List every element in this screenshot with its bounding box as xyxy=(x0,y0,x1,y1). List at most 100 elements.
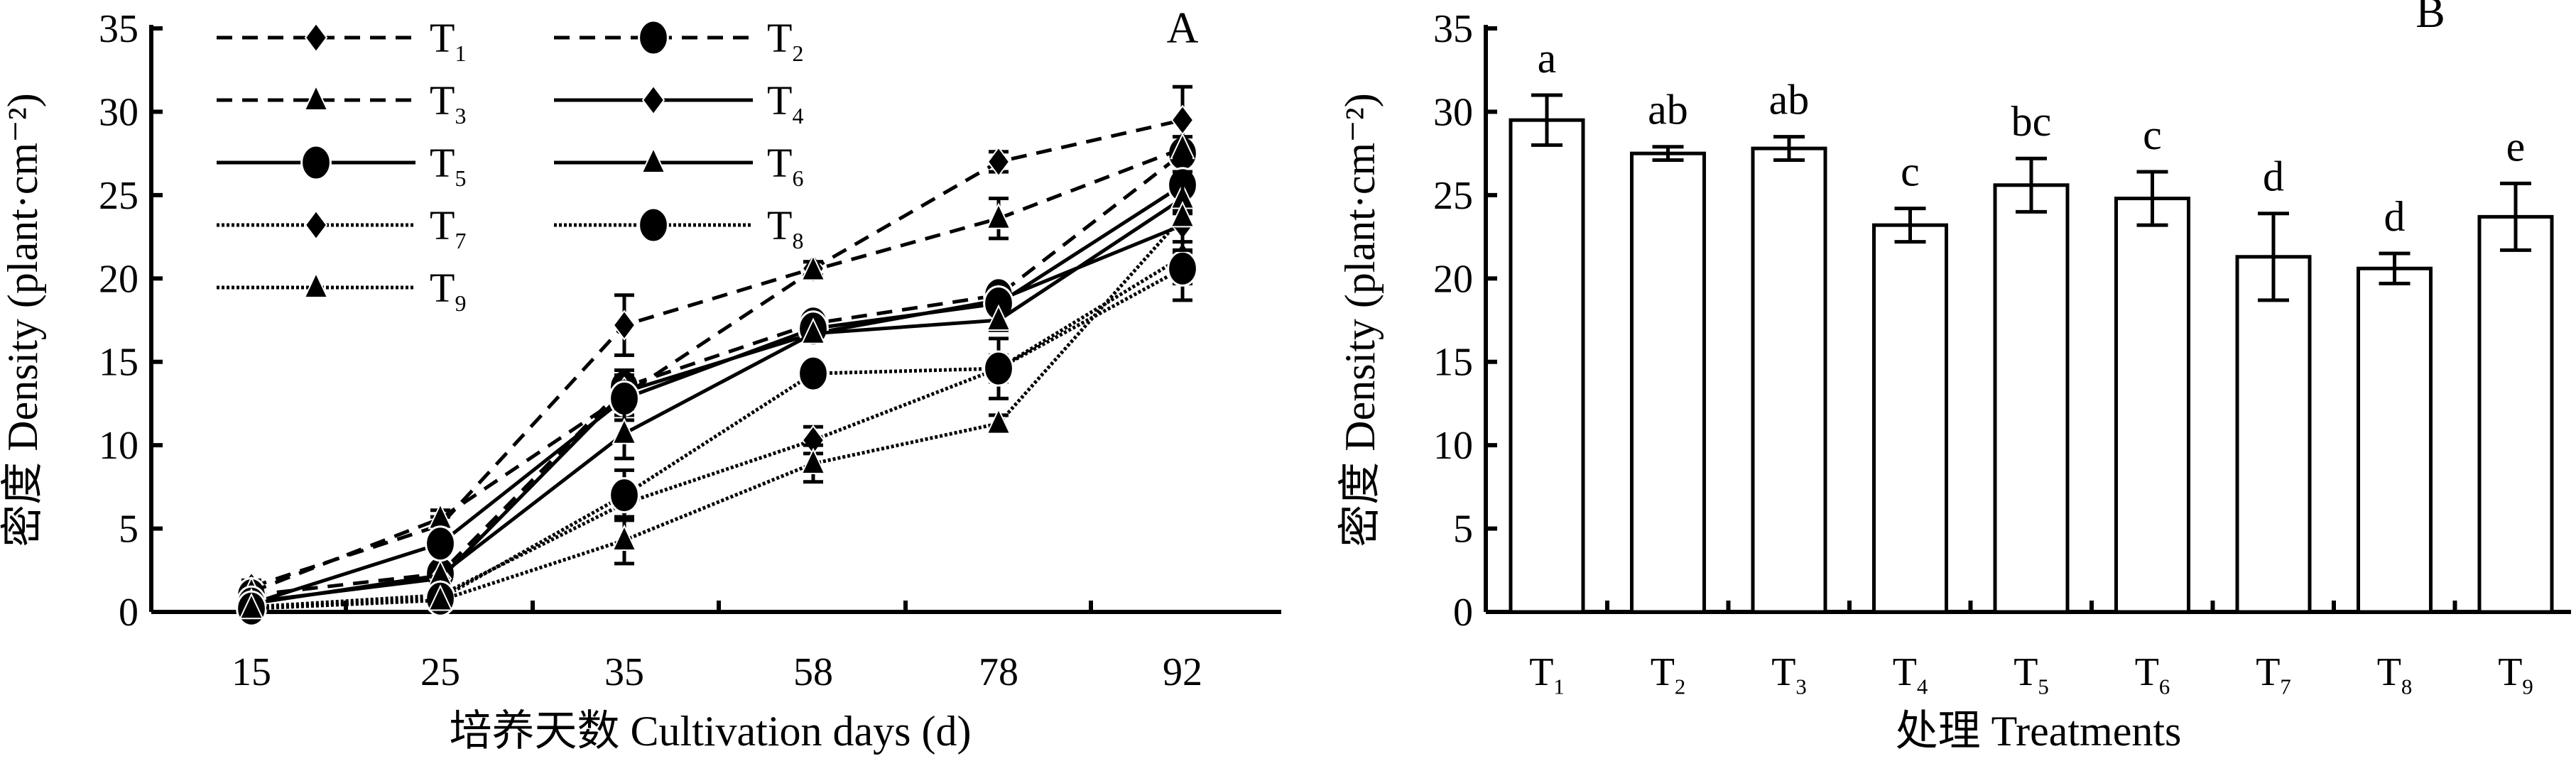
series-T6 xyxy=(239,170,1195,615)
significance-letter: c xyxy=(1901,148,1920,195)
legend-item-T9: T9 xyxy=(217,265,466,316)
circle-marker xyxy=(609,477,640,514)
series-line xyxy=(251,146,1183,594)
circle-marker xyxy=(1167,250,1198,287)
legend-label: T2 xyxy=(767,15,803,66)
panel-b-y-tick-label: 20 xyxy=(1433,257,1473,301)
triangle-marker xyxy=(800,254,826,281)
circle-marker xyxy=(425,525,456,562)
panel-a-x-tick-label: 35 xyxy=(604,650,644,694)
panel-a-y-tick-label: 10 xyxy=(99,424,138,468)
panel-b-x-tick-label: T9 xyxy=(2498,650,2533,699)
panel-b-x-tick-label: T8 xyxy=(2377,650,2413,699)
series-line xyxy=(251,183,1184,606)
bar-T1 xyxy=(1509,118,1585,614)
triangle-marker xyxy=(303,271,329,298)
panel-b-x-axis-title: 处理 Treatments xyxy=(1896,708,2182,755)
panel-b-label: B xyxy=(2415,0,2445,37)
legend-label: T6 xyxy=(767,140,803,191)
legend-label: T4 xyxy=(767,77,803,128)
bar-T8 xyxy=(2357,266,2433,614)
triangle-marker xyxy=(986,304,1011,331)
panel-b-x-tick-label: T6 xyxy=(2135,650,2170,699)
panel-b-y-tick-label: 35 xyxy=(1433,7,1473,51)
series-line xyxy=(251,118,1183,589)
series-T5 xyxy=(236,156,1198,622)
circle-marker xyxy=(638,19,669,56)
panel-b-y-tick-label: 5 xyxy=(1453,508,1473,552)
panel-b-y-tick-label: 15 xyxy=(1433,341,1473,385)
panel-a-x-tick-label: 58 xyxy=(793,650,833,694)
panel-a-y-tick-label: 25 xyxy=(99,174,138,218)
legend-label: T5 xyxy=(430,140,466,191)
triangle-marker xyxy=(1170,201,1195,228)
panel-b-y-tick-label: 10 xyxy=(1433,424,1473,468)
series-line xyxy=(251,215,1184,611)
significance-letter: e xyxy=(2506,123,2526,170)
legend-label: T1 xyxy=(430,15,466,66)
diamond-marker xyxy=(1170,104,1195,136)
panel-b-x-tick-label: T3 xyxy=(1771,650,1807,699)
legend-item-T6: T6 xyxy=(554,140,803,191)
triangle-marker xyxy=(986,202,1011,229)
bar-T7 xyxy=(2235,255,2312,614)
panel-a-y-tick-label: 0 xyxy=(119,591,138,635)
series-T3 xyxy=(239,132,1195,603)
triangle-marker xyxy=(986,407,1011,434)
panel-a-y-tick-label: 20 xyxy=(99,257,138,301)
bar-T5 xyxy=(1993,183,2070,614)
diamond-marker xyxy=(612,310,636,341)
significance-letter: ab xyxy=(1648,87,1688,133)
significance-letter: d xyxy=(2384,193,2406,240)
series-line xyxy=(251,223,1183,604)
series-line xyxy=(251,152,1184,597)
diamond-marker xyxy=(641,84,665,116)
circle-marker xyxy=(983,350,1014,387)
panel-a-y-tick-label: 35 xyxy=(99,7,138,51)
legend-item-T5: T5 xyxy=(217,140,466,191)
panel-a-label: A xyxy=(1167,4,1199,53)
panel-b-y-tick-label: 0 xyxy=(1453,591,1473,635)
legend-label: T3 xyxy=(430,77,466,128)
panel-a-y-tick-label: 5 xyxy=(119,508,138,552)
panel-a-x-tick-label: 78 xyxy=(979,650,1018,694)
triangle-marker xyxy=(428,584,453,611)
legend-item-T7: T7 xyxy=(217,202,466,253)
series-line xyxy=(251,255,1184,609)
series-T9 xyxy=(239,181,1195,620)
panel-a-y-tick-label: 30 xyxy=(99,90,138,134)
panel-b-x-tick-label: T7 xyxy=(2256,650,2291,699)
circle-marker xyxy=(300,144,332,181)
triangle-marker xyxy=(239,592,264,620)
triangle-marker xyxy=(800,317,826,344)
series-line xyxy=(251,266,1184,611)
panel-a-y-tick-label: 15 xyxy=(99,341,138,385)
panel-b-y-tick-label: 25 xyxy=(1433,174,1473,218)
series-T8 xyxy=(236,250,1198,627)
diamond-marker xyxy=(304,22,328,53)
triangle-marker xyxy=(641,146,666,173)
panel-a-x-axis-title: 培养天数 Cultivation days (d) xyxy=(450,708,972,755)
circle-marker xyxy=(638,207,669,243)
legend-label: T9 xyxy=(430,265,466,316)
legend-item-T1: T1 xyxy=(217,15,466,66)
panel-b-x-tick-label: T2 xyxy=(1651,650,1686,699)
significance-letter: a xyxy=(1538,35,1557,82)
triangle-marker xyxy=(800,447,826,474)
panel-a-x-tick-label: 15 xyxy=(232,650,271,694)
significance-letter: d xyxy=(2263,153,2284,200)
bar-T9 xyxy=(2477,214,2554,614)
panel-a-line-chart: 0 5 10 15 20 25 30 35 15 25 35 58 78 92 培养天数 Cultivati… xyxy=(0,4,1281,755)
diamond-marker xyxy=(987,146,1011,177)
bar-T4 xyxy=(1872,223,1948,614)
panel-b-x-tick-label: T4 xyxy=(1893,650,1928,699)
panel-a-x-tick-label: 25 xyxy=(420,650,460,694)
diamond-marker xyxy=(304,209,328,241)
panel-b-bar-chart: 0 5 10 15 20 25 30 35 a T1 ab T2 ab T3 c T4 bc T5 c T6 d T7 d T… xyxy=(1337,0,2571,755)
bar-T3 xyxy=(1751,146,1827,614)
panel-a-x-tick-label: 92 xyxy=(1163,650,1202,694)
panel-b-x-tick-label: T5 xyxy=(2013,650,2049,699)
significance-letter: c xyxy=(2143,111,2162,158)
triangle-marker xyxy=(612,524,637,552)
